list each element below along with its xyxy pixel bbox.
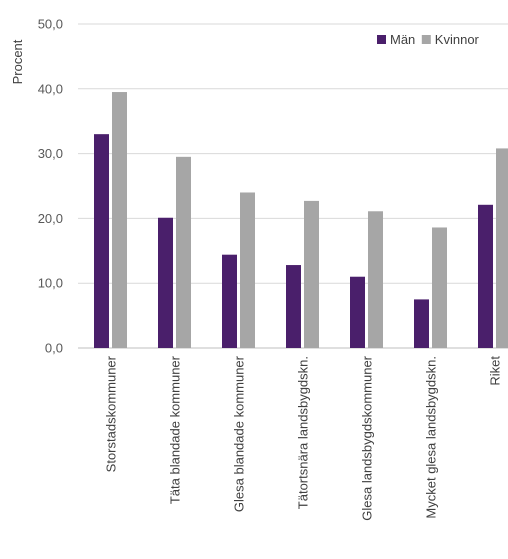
bar-kvinnor (112, 92, 127, 348)
x-tick-label: Storstadskommuner (104, 355, 119, 472)
legend-label: Män (390, 32, 415, 47)
x-axis-labels: Storstadskommuner Täta blandade kommuner G… (104, 355, 503, 520)
y-tick-label: 50,0 (38, 17, 63, 32)
bar-män (286, 265, 301, 348)
y-axis-title: Procent (10, 39, 25, 84)
y-tick-label: 0,0 (45, 341, 63, 356)
y-tick-label: 20,0 (38, 211, 63, 226)
y-tick-label: 30,0 (38, 146, 63, 161)
bars (94, 92, 508, 348)
legend: Män Kvinnor (377, 32, 480, 47)
bar-kvinnor (432, 227, 447, 348)
bar-män (350, 276, 365, 348)
y-tick-label: 10,0 (38, 276, 63, 291)
x-tick-label: Riket (488, 356, 503, 386)
legend-swatch (377, 35, 386, 44)
bar-kvinnor (368, 211, 383, 348)
x-tick-label: Glesa landsbygdskommuner (360, 355, 375, 520)
bar-män (478, 204, 493, 348)
bar-män (222, 254, 237, 348)
bar-kvinnor (304, 200, 319, 348)
x-tick-label: Mycket glesa landsbygdskn. (424, 356, 439, 519)
bar-kvinnor (176, 156, 191, 348)
bar-kvinnor (240, 192, 255, 348)
y-axis: 0,0 10,0 20,0 30,0 40,0 50,0 (38, 17, 63, 356)
bar-män (94, 134, 109, 348)
x-tick-label: Täta blandade kommuner (168, 355, 183, 504)
bar-män (414, 299, 429, 348)
x-tick-label: Glesa blandade kommuner (232, 355, 247, 512)
y-tick-label: 40,0 (38, 81, 63, 96)
bar-män (158, 217, 173, 348)
legend-label: Kvinnor (435, 32, 480, 47)
legend-swatch (421, 35, 431, 44)
x-tick-label: Tätortsnära landsbygdskn. (296, 356, 311, 509)
bar-kvinnor (496, 148, 508, 348)
